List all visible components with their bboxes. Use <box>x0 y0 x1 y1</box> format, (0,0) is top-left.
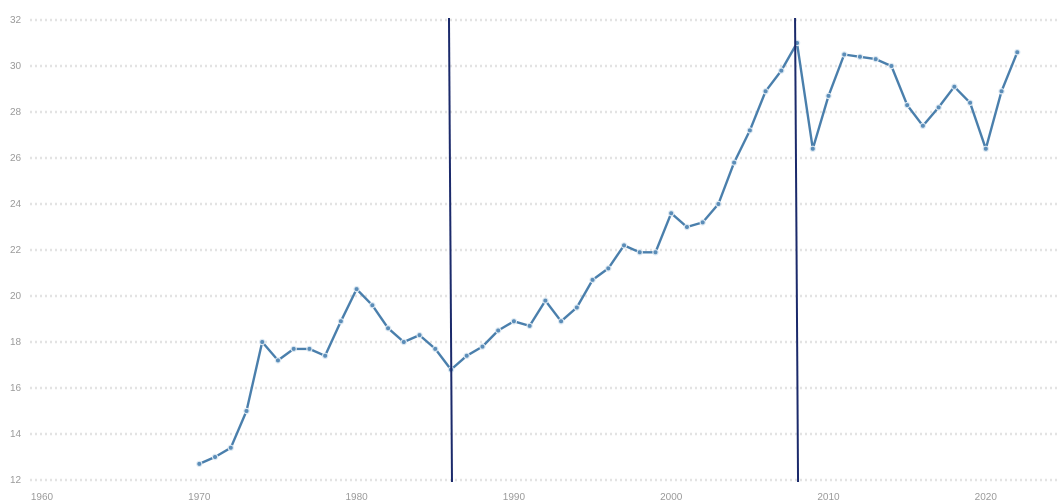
data-point <box>542 297 549 304</box>
data-point <box>746 127 754 134</box>
data-point <box>510 318 518 325</box>
data-point <box>699 219 706 226</box>
data-point <box>227 444 234 451</box>
data-point <box>463 352 470 359</box>
y-tick-label: 20 <box>10 291 22 302</box>
data-point <box>636 249 643 256</box>
data-point <box>432 345 439 353</box>
y-tick-label: 30 <box>10 61 22 72</box>
data-point <box>384 325 392 332</box>
data-point <box>778 67 785 74</box>
data-point <box>211 453 219 461</box>
data-point <box>1014 49 1021 56</box>
data-point <box>620 242 628 249</box>
data-point <box>274 357 282 364</box>
data-point <box>290 345 297 353</box>
data-point <box>888 62 895 70</box>
y-tick-label: 14 <box>10 429 22 440</box>
data-point <box>526 322 533 330</box>
data-point <box>919 122 927 130</box>
data-point <box>306 345 313 353</box>
data-point <box>998 88 1005 95</box>
data-point <box>557 318 565 325</box>
x-tick-label: 1980 <box>345 492 368 503</box>
data-point <box>809 145 816 152</box>
data-point <box>494 327 502 334</box>
data-point <box>715 200 722 208</box>
data-point <box>730 159 738 166</box>
data-point <box>321 352 329 359</box>
vertical-marker-line <box>447 17 453 483</box>
x-tick-label: 1970 <box>188 492 211 503</box>
y-tick-label: 18 <box>10 337 22 348</box>
data-point <box>353 285 360 293</box>
data-point <box>872 55 879 63</box>
data-point <box>762 88 769 95</box>
y-tick-label: 24 <box>10 199 22 210</box>
data-point <box>841 51 848 58</box>
vertical-marker-line <box>794 17 800 483</box>
data-point <box>337 318 345 325</box>
y-tick-label: 22 <box>10 245 22 256</box>
data-point <box>951 83 958 90</box>
data-point <box>825 92 832 100</box>
x-tick-label: 2010 <box>817 492 840 503</box>
data-point <box>369 302 376 309</box>
y-tick-label: 32 <box>10 15 22 26</box>
data-point <box>479 343 486 350</box>
data-point <box>589 276 596 284</box>
x-tick-label: 2000 <box>660 492 683 503</box>
data-point <box>259 338 266 346</box>
data-point <box>243 407 250 415</box>
data-point <box>605 265 612 272</box>
data-point <box>196 460 203 468</box>
y-tick-label: 16 <box>10 383 22 394</box>
data-point <box>982 145 990 152</box>
data-point <box>856 53 864 61</box>
data-point <box>400 338 407 346</box>
data-point <box>573 304 581 311</box>
y-tick-label: 28 <box>10 107 22 118</box>
series-line <box>198 41 1019 465</box>
data-point <box>668 209 675 217</box>
data-point <box>683 223 691 231</box>
data-point <box>966 99 974 107</box>
x-tick-label: 1990 <box>503 492 526 503</box>
data-point <box>652 249 659 256</box>
x-tick-label: 2020 <box>975 492 998 503</box>
data-point <box>935 104 942 111</box>
data-point <box>416 331 423 339</box>
y-tick-label: 12 <box>10 475 22 486</box>
x-tick-label: 1960 <box>31 492 54 503</box>
y-tick-label: 26 <box>10 153 22 164</box>
data-point <box>903 101 911 109</box>
